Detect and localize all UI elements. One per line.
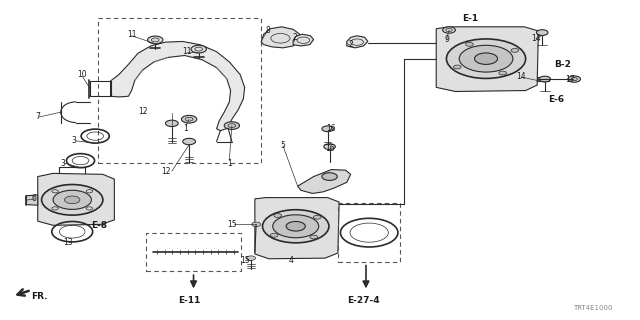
Circle shape [224, 122, 239, 129]
Polygon shape [38, 173, 115, 225]
Text: 14: 14 [531, 34, 541, 43]
Text: 7: 7 [35, 113, 40, 122]
Circle shape [314, 215, 321, 219]
Circle shape [274, 214, 282, 218]
Circle shape [322, 126, 333, 132]
Circle shape [246, 256, 255, 260]
Text: FR.: FR. [31, 292, 47, 301]
Polygon shape [26, 195, 38, 205]
Circle shape [181, 116, 196, 123]
Text: 13: 13 [63, 238, 72, 247]
Circle shape [65, 196, 80, 204]
Circle shape [539, 76, 550, 82]
Circle shape [324, 144, 335, 149]
Circle shape [252, 222, 260, 227]
Polygon shape [436, 27, 538, 92]
Text: 9: 9 [444, 35, 449, 44]
Circle shape [443, 27, 456, 33]
Text: 5: 5 [280, 141, 285, 150]
Bar [147, 233, 241, 271]
Circle shape [466, 43, 473, 46]
Circle shape [474, 53, 497, 64]
Circle shape [53, 190, 92, 209]
Polygon shape [537, 31, 545, 34]
Text: 16: 16 [326, 124, 336, 132]
Circle shape [460, 45, 513, 72]
Circle shape [262, 210, 329, 243]
Text: E-27-4: E-27-4 [347, 296, 380, 305]
Polygon shape [255, 197, 339, 259]
Text: 11: 11 [182, 47, 192, 56]
Circle shape [310, 235, 317, 239]
Text: B-2: B-2 [554, 60, 571, 69]
Text: 6: 6 [31, 194, 36, 204]
Text: 10: 10 [77, 70, 87, 79]
Text: 2: 2 [292, 33, 297, 42]
Polygon shape [293, 34, 314, 46]
Text: 17: 17 [566, 75, 575, 84]
Text: 11: 11 [127, 30, 136, 39]
Text: E-1: E-1 [462, 14, 478, 23]
Text: 1: 1 [184, 124, 188, 133]
Circle shape [286, 221, 305, 231]
Circle shape [454, 65, 461, 69]
Polygon shape [347, 36, 368, 48]
Text: E-11: E-11 [178, 296, 200, 305]
Polygon shape [111, 42, 244, 131]
Circle shape [166, 120, 178, 126]
Text: TRT4E1000: TRT4E1000 [573, 305, 612, 311]
Text: 15: 15 [227, 220, 237, 229]
Bar [98, 18, 260, 163]
Text: E-8: E-8 [92, 221, 108, 230]
Circle shape [447, 39, 525, 78]
Circle shape [270, 233, 278, 237]
Text: 1: 1 [227, 159, 232, 168]
Circle shape [182, 138, 195, 145]
Circle shape [148, 36, 163, 44]
Circle shape [322, 173, 337, 180]
Text: 4: 4 [289, 256, 294, 265]
Text: 8: 8 [265, 26, 270, 35]
Polygon shape [298, 170, 351, 194]
Text: 16: 16 [324, 144, 334, 153]
Text: 3: 3 [61, 159, 66, 168]
Text: 12: 12 [161, 167, 170, 176]
Text: 14: 14 [516, 72, 526, 81]
Circle shape [191, 45, 206, 53]
Circle shape [273, 215, 319, 238]
Text: 3: 3 [72, 136, 77, 145]
Text: 2: 2 [348, 40, 353, 49]
Circle shape [42, 185, 103, 215]
Circle shape [499, 71, 506, 75]
Polygon shape [261, 27, 300, 48]
Text: E-6: E-6 [548, 95, 564, 104]
Bar [338, 203, 401, 262]
Circle shape [511, 49, 518, 52]
Circle shape [536, 30, 548, 36]
Polygon shape [537, 77, 548, 81]
Text: 15: 15 [240, 256, 250, 265]
Text: 12: 12 [138, 107, 147, 116]
Circle shape [568, 76, 580, 82]
